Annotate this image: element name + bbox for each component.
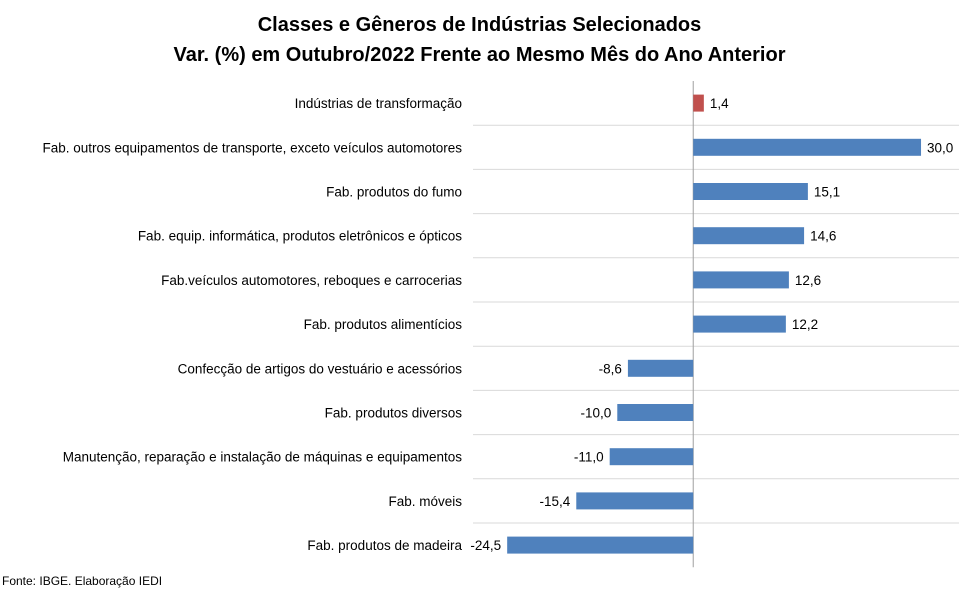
category-label: Fab. produtos diversos — [325, 406, 463, 421]
bar — [627, 359, 694, 377]
bar — [693, 271, 789, 289]
category-label: Fab. equip. informática, produtos eletrô… — [138, 229, 462, 244]
bar — [609, 448, 694, 466]
category-label: Fab. produtos do fumo — [326, 185, 462, 200]
bar — [693, 227, 805, 245]
category-label: Manutenção, reparação e instalação de má… — [63, 450, 463, 465]
data-label: -15,4 — [539, 494, 570, 509]
bar — [693, 315, 786, 333]
data-label: 12,2 — [792, 317, 818, 332]
category-label: Fab. outros equipamentos de transporte, … — [43, 140, 463, 155]
source-note: Fonte: IBGE. Elaboração IEDI — [2, 574, 163, 588]
category-label: Fab.veículos automotores, reboques e car… — [161, 273, 462, 288]
category-label: Fab. móveis — [388, 494, 462, 509]
data-label: 14,6 — [810, 229, 836, 244]
data-label: -11,0 — [574, 450, 604, 465]
bar — [693, 183, 808, 200]
bar — [576, 492, 694, 510]
data-label: -24,5 — [470, 538, 501, 553]
bar — [507, 536, 694, 554]
data-label: 1,4 — [710, 96, 729, 111]
bar — [693, 138, 922, 156]
data-label: 15,1 — [814, 185, 840, 200]
chart-subtitle: Var. (%) em Outubro/2022 Frente ao Mesmo… — [173, 44, 786, 66]
category-label: Indústrias de transformação — [295, 96, 462, 111]
data-label: -8,6 — [599, 361, 622, 376]
data-label: 30,0 — [927, 140, 953, 155]
bar — [693, 94, 704, 112]
category-label: Fab. produtos alimentícios — [304, 317, 463, 332]
chart-title: Classes e Gêneros de Indústrias Selecion… — [257, 14, 702, 36]
category-label: Fab. produtos de madeira — [307, 538, 462, 553]
data-label: 12,6 — [795, 273, 821, 288]
data-label: -10,0 — [581, 406, 612, 421]
bar — [617, 404, 694, 421]
category-label: Confecção de artigos do vestuário e aces… — [178, 361, 463, 376]
